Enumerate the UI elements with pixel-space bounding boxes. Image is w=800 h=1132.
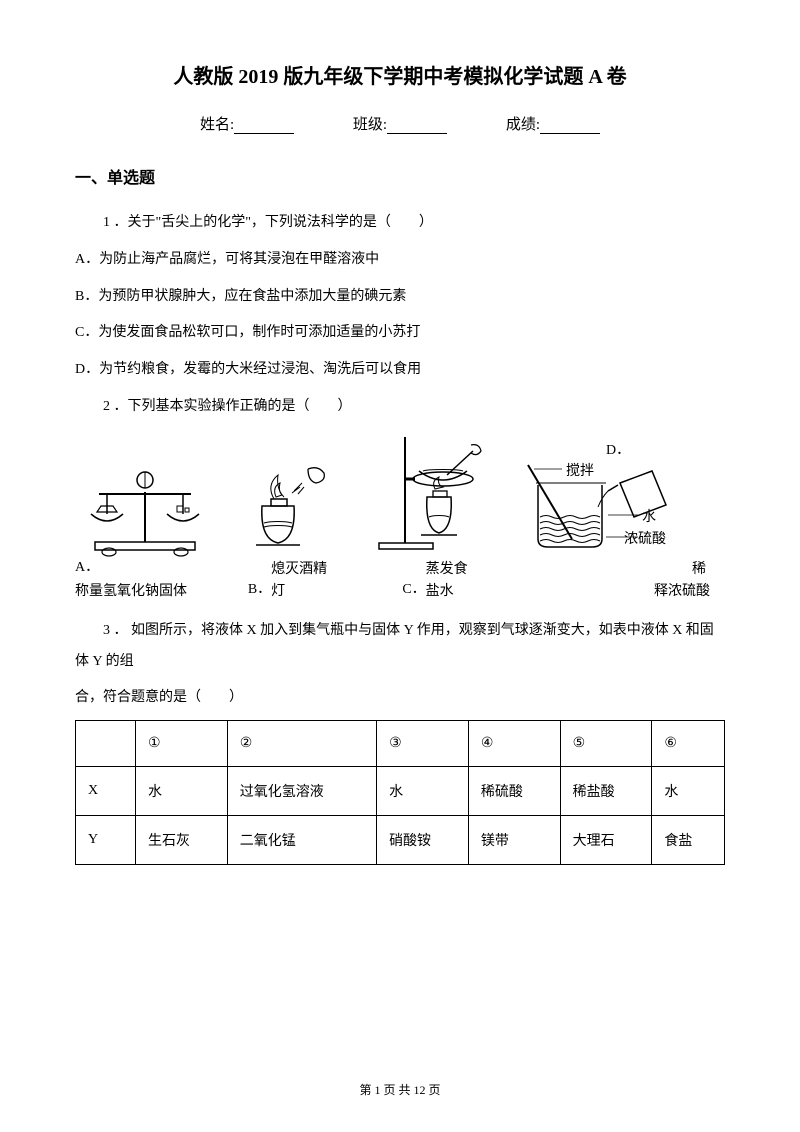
q1-opt-b: B．为预防甲状腺肿大，应在食盐中添加大量的碘元素 bbox=[75, 282, 725, 313]
diag-d-acid: 浓硫酸 bbox=[624, 528, 666, 548]
table-cell: 食盐 bbox=[652, 816, 725, 865]
diag-d-stir: 搅拌 bbox=[566, 460, 594, 480]
q1-opt-d: D．为节约粮食，发霉的大米经过浸泡、淘洗后可以食用 bbox=[75, 355, 725, 386]
score-blank bbox=[540, 120, 600, 134]
dilute-acid-icon bbox=[520, 461, 700, 556]
lamp-icon bbox=[238, 461, 338, 556]
diag-c-caption1: 蒸发食 bbox=[426, 558, 468, 578]
table-row: Y 生石灰 二氧化锰 硝酸铵 镁带 大理石 食盐 bbox=[76, 816, 725, 865]
balance-icon bbox=[85, 462, 205, 557]
table-cell: 稀硫酸 bbox=[468, 767, 560, 816]
q2-text: 下列基本实验操作正确的是（ ） bbox=[128, 399, 352, 414]
diag-b-caption2: 灯 bbox=[271, 580, 327, 600]
table-cell: X bbox=[76, 767, 136, 816]
table-cell: 水 bbox=[136, 767, 228, 816]
diag-b-label: B． bbox=[248, 579, 271, 600]
table-cell: 二氧化锰 bbox=[227, 816, 376, 865]
table-cell: 稀盐酸 bbox=[560, 767, 652, 816]
diagram-c: C． 蒸发食 盐水 bbox=[360, 431, 510, 600]
diag-a-caption: 称量氢氧化钠固体 bbox=[75, 580, 187, 600]
diag-d-top-label: D． bbox=[510, 440, 630, 461]
q1-opt-a: A．为防止海产品腐烂，可将其浸泡在甲醛溶液中 bbox=[75, 245, 725, 276]
page-title: 人教版 2019 版九年级下学期中考模拟化学试题 A 卷 bbox=[75, 60, 725, 89]
q3-stem-cont: 合，符合题意的是（ ） bbox=[75, 683, 725, 714]
diag-c-caption2: 盐水 bbox=[426, 580, 468, 600]
table-cell: 镁带 bbox=[468, 816, 560, 865]
table-row: ① ② ③ ④ ⑤ ⑥ bbox=[76, 721, 725, 767]
q1-opt-c: C．为使发面食品松软可口，制作时可添加适量的小苏打 bbox=[75, 318, 725, 349]
table-cell: ⑤ bbox=[560, 721, 652, 767]
table-cell: 水 bbox=[652, 767, 725, 816]
table-cell: ④ bbox=[468, 721, 560, 767]
meta-row: 姓名: 班级: 成绩: bbox=[75, 113, 725, 134]
class-label: 班级: bbox=[353, 117, 387, 133]
q1-stem: 1 ．关于"舌尖上的化学"，下列说法科学的是（ ） bbox=[75, 208, 725, 239]
table-cell: 硝酸铵 bbox=[377, 816, 469, 865]
table-cell: ① bbox=[136, 721, 228, 767]
table-cell: 生石灰 bbox=[136, 816, 228, 865]
table-cell: Y bbox=[76, 816, 136, 865]
q2-num: 2 ． bbox=[103, 399, 128, 414]
q3-num: 3 ． bbox=[103, 623, 128, 638]
name-blank bbox=[234, 120, 294, 134]
diag-d-water: 水 bbox=[642, 506, 656, 526]
page-footer: 第 1 页 共 12 页 bbox=[0, 1081, 800, 1098]
q3-table: ① ② ③ ④ ⑤ ⑥ X 水 过氧化氢溶液 水 稀硫酸 稀盐酸 水 Y 生石灰… bbox=[75, 720, 725, 865]
diagram-b: B． 熄灭酒精 灯 bbox=[215, 461, 360, 600]
name-label: 姓名: bbox=[200, 117, 234, 133]
table-cell bbox=[76, 721, 136, 767]
q3-text: 如图所示，将液体 X 加入到集气瓶中与固体 Y 作用，观察到气球逐渐变大，如表中… bbox=[75, 623, 714, 669]
score-label: 成绩: bbox=[506, 117, 540, 133]
q1-num: 1 ． bbox=[103, 215, 128, 230]
table-cell: 过氧化氢溶液 bbox=[227, 767, 376, 816]
diag-d-caption-bottom: 释浓硫酸 bbox=[654, 580, 710, 600]
table-cell: 大理石 bbox=[560, 816, 652, 865]
q2-diagrams: A． 称量氢氧化钠固体 B． 熄灭酒精 灯 bbox=[75, 431, 725, 600]
q2-stem: 2 ．下列基本实验操作正确的是（ ） bbox=[75, 392, 725, 423]
diag-d-caption-right: 稀 bbox=[654, 558, 710, 578]
q3-stem: 3 ． 如图所示，将液体 X 加入到集气瓶中与固体 Y 作用，观察到气球逐渐变大… bbox=[75, 616, 725, 678]
diag-a-label: A． bbox=[75, 560, 99, 575]
table-cell: 水 bbox=[377, 767, 469, 816]
table-cell: ⑥ bbox=[652, 721, 725, 767]
diagram-d: D． 搅拌 水 浓硫酸 bbox=[510, 440, 710, 600]
section-heading: 一、单选题 bbox=[75, 164, 725, 188]
q1-text: 关于"舌尖上的化学"，下列说法科学的是（ ） bbox=[128, 215, 433, 230]
diagram-a: A． 称量氢氧化钠固体 bbox=[75, 462, 215, 600]
table-cell: ③ bbox=[377, 721, 469, 767]
diag-b-caption1: 熄灭酒精 bbox=[271, 558, 327, 578]
diag-c-label: C． bbox=[402, 579, 425, 600]
table-row: X 水 过氧化氢溶液 水 稀硫酸 稀盐酸 水 bbox=[76, 767, 725, 816]
evaporation-icon bbox=[375, 431, 495, 556]
table-cell: ② bbox=[227, 721, 376, 767]
class-blank bbox=[387, 120, 447, 134]
